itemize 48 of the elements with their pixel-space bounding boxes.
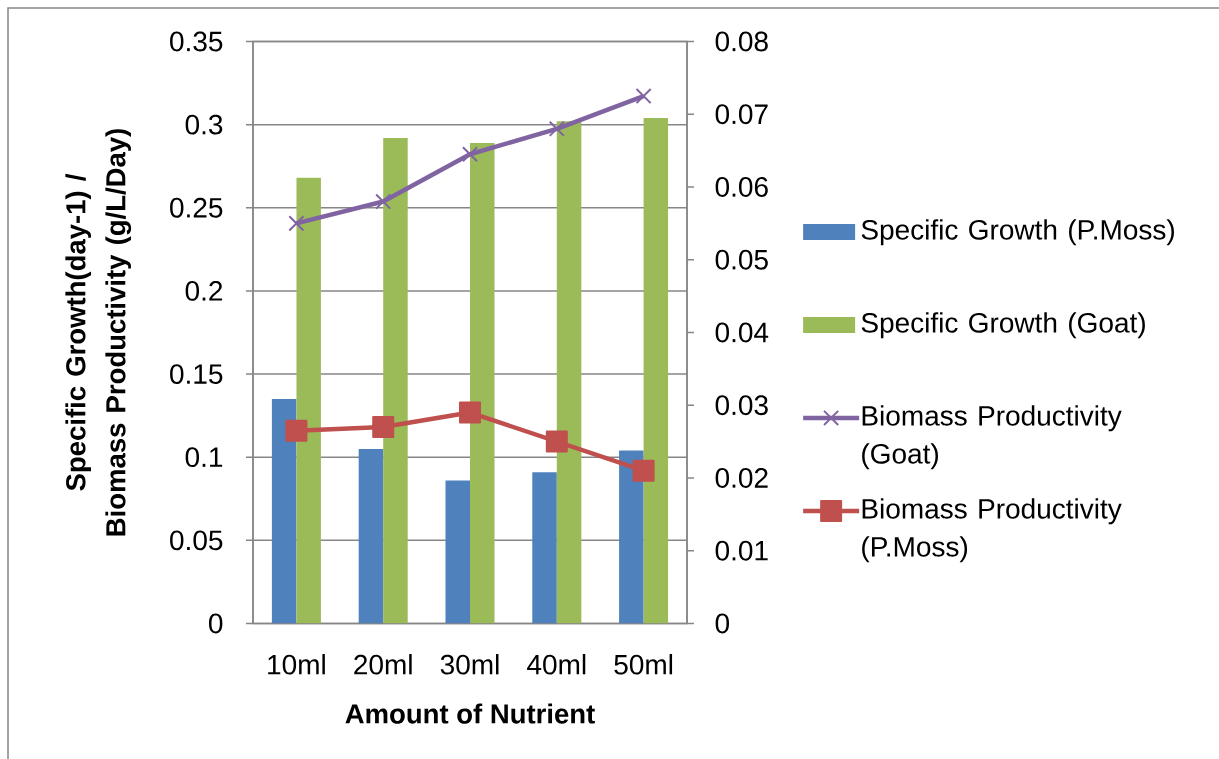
- y-tick-label: 0.05: [170, 530, 223, 551]
- point: [372, 416, 395, 439]
- x-tick-label: 10ml: [268, 654, 325, 675]
- legend-label: Specific Growth (Goat): [861, 312, 1145, 339]
- y2-tick-label: 0.04: [715, 322, 769, 343]
- x-tick-label: 50ml: [614, 654, 673, 675]
- point: [288, 215, 305, 232]
- y-tick-label: 0.25: [170, 197, 223, 218]
- y2-tick-label: 0.02: [715, 468, 768, 488]
- y-axis-title: Specific Growth(day-1) / Biomass Productivity (g/L/Day): [65, 129, 132, 536]
- bar: [358, 448, 384, 624]
- point: [632, 459, 655, 482]
- bar: [470, 142, 495, 624]
- bar: [532, 472, 557, 624]
- y2-tick-label: 0.03: [715, 395, 768, 416]
- bar: [271, 399, 297, 624]
- x-tick-label: 40ml: [527, 654, 586, 675]
- bar: [383, 137, 408, 624]
- y2-tick-label: 0: [715, 613, 730, 634]
- point: [548, 120, 565, 137]
- point: [375, 193, 392, 210]
- point: [461, 146, 479, 163]
- y-tick-label: 0.15: [170, 364, 223, 384]
- y2-tick-label: 0.05: [715, 249, 768, 270]
- x-axis-title: Amount of Nutrient: [345, 703, 595, 724]
- y2-tick-label: 0.07: [715, 104, 768, 125]
- point: [285, 419, 308, 442]
- bar: [296, 177, 321, 624]
- bar: [445, 480, 470, 624]
- bar: [556, 121, 582, 624]
- point: [545, 430, 568, 453]
- y2-tick-label: 0.01: [715, 540, 768, 561]
- bar: [643, 117, 669, 624]
- point: [635, 87, 652, 105]
- point: [459, 401, 481, 424]
- y-tick-label: 0: [209, 613, 223, 634]
- legend-label: Specific Growth (P.Moss): [861, 219, 1174, 246]
- bar: [619, 450, 644, 624]
- y-tick-label: 0.35: [170, 31, 223, 52]
- legend-label: Biomass Productivity (Goat): [862, 405, 1122, 470]
- x-tick-label: 20ml: [354, 654, 412, 675]
- y-tick-label: 0.2: [185, 281, 223, 301]
- y-tick-label: 0.1: [185, 447, 223, 468]
- x-tick-label: 30ml: [440, 654, 499, 675]
- y-tick-label: 0.3: [185, 114, 223, 135]
- legend-label: Biomass Productivity (P.Moss): [862, 498, 1122, 563]
- y2-tick-label: 0.08: [715, 31, 768, 52]
- y2-tick-label: 0.06: [715, 177, 768, 197]
